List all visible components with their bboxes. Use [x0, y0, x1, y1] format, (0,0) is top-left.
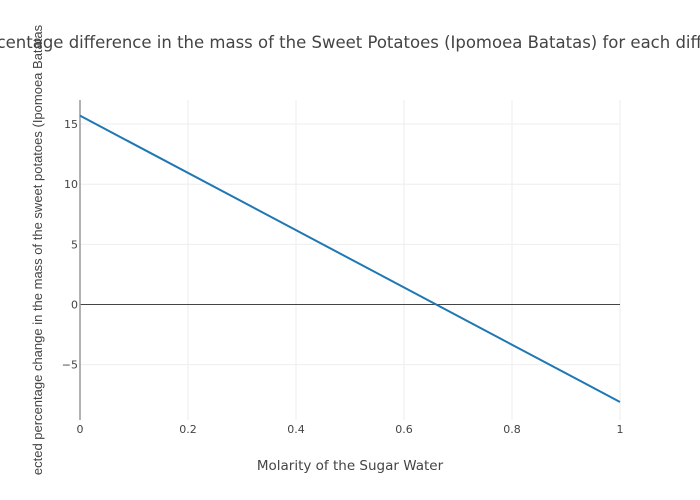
chart-title: ercentage difference in the mass of the …: [0, 33, 700, 52]
x-tick-label: 0.8: [503, 423, 521, 436]
y-tick-label: 10: [64, 178, 78, 191]
x-tick-label: 0: [77, 423, 84, 436]
y-tick-label: 15: [64, 118, 78, 131]
series-line: [79, 114, 621, 403]
x-tick-label: 1: [617, 423, 624, 436]
y-tick-label: 5: [71, 238, 78, 251]
y-tick-label: −5: [62, 359, 78, 372]
x-tick-label: 0.2: [179, 423, 197, 436]
y-tick-label: 0: [71, 299, 78, 312]
y-axis-label: ected percentage change in the mass of t…: [30, 24, 45, 476]
x-tick-label: 0.4: [287, 423, 305, 436]
x-tick-label: 0.6: [395, 423, 413, 436]
x-axis-label: Molarity of the Sugar Water: [256, 458, 444, 474]
